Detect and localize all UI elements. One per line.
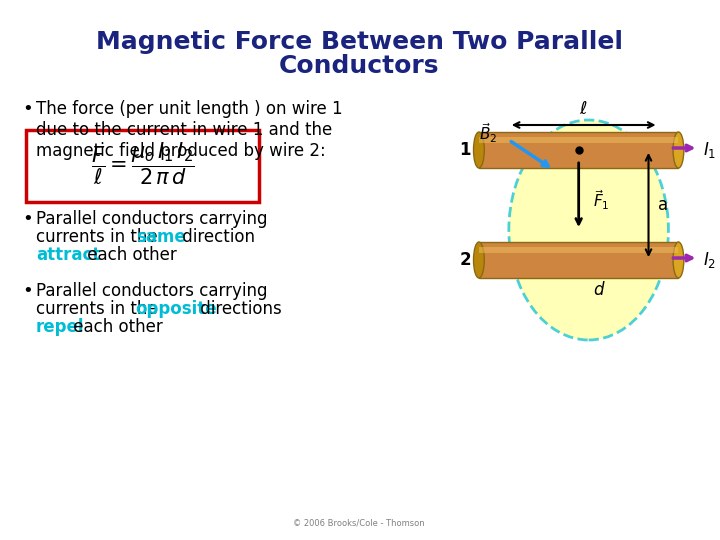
Bar: [479, 132, 678, 168]
Text: d: d: [593, 281, 604, 299]
Text: currents in the: currents in the: [36, 300, 163, 318]
Text: •: •: [22, 210, 32, 228]
Ellipse shape: [509, 120, 668, 340]
Text: •: •: [22, 282, 32, 300]
Text: Conductors: Conductors: [279, 54, 439, 78]
Text: direction: direction: [176, 228, 255, 246]
Text: Parallel conductors carrying: Parallel conductors carrying: [36, 210, 267, 228]
Text: Parallel conductors carrying: Parallel conductors carrying: [36, 282, 267, 300]
Text: $I_1$: $I_1$: [703, 140, 716, 160]
Text: each other: each other: [68, 318, 163, 336]
Text: $\vec{F}_1$: $\vec{F}_1$: [593, 188, 609, 212]
Text: same: same: [135, 228, 186, 246]
Text: $\vec{B}_2$: $\vec{B}_2$: [479, 121, 497, 145]
Text: •: •: [22, 100, 32, 118]
Bar: [479, 242, 678, 278]
Text: $\dfrac{F}{\ell} = \dfrac{\mu_o\, I_1\, I_2}{2\,\pi\, d}$: $\dfrac{F}{\ell} = \dfrac{\mu_o\, I_1\, …: [91, 141, 194, 187]
Text: attract: attract: [36, 246, 100, 264]
Text: each other: each other: [82, 246, 176, 264]
Text: $I_2$: $I_2$: [703, 250, 716, 270]
Text: opposite: opposite: [135, 300, 217, 318]
Text: 2: 2: [459, 251, 471, 269]
Text: currents in the: currents in the: [36, 228, 163, 246]
Bar: [479, 137, 678, 143]
Ellipse shape: [474, 242, 485, 278]
Ellipse shape: [474, 132, 485, 168]
Text: The force (per unit length ) on wire 1
due to the current in wire 1 and the
magn: The force (per unit length ) on wire 1 d…: [36, 100, 343, 160]
Text: a: a: [659, 196, 669, 214]
Text: Magnetic Force Between Two Parallel: Magnetic Force Between Two Parallel: [96, 30, 623, 54]
Ellipse shape: [673, 132, 684, 168]
FancyBboxPatch shape: [26, 130, 259, 202]
Bar: [479, 247, 678, 253]
Text: 1: 1: [459, 141, 471, 159]
Text: repel: repel: [36, 318, 84, 336]
Text: directions: directions: [194, 300, 282, 318]
Ellipse shape: [673, 242, 684, 278]
Text: © 2006 Brooks/Cole - Thomson: © 2006 Brooks/Cole - Thomson: [293, 519, 425, 528]
Text: $\ell$: $\ell$: [580, 100, 588, 118]
